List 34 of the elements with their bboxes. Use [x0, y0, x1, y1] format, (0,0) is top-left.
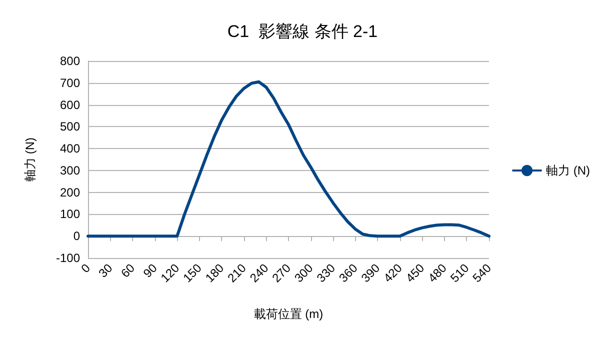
x-tick-label: 60	[118, 260, 138, 280]
y-tick-label: 300	[60, 163, 80, 178]
y-tick-label: -100	[56, 251, 80, 265]
x-tick-label: 210	[224, 260, 250, 286]
x-tick-label: 330	[314, 260, 338, 286]
x-tick-label: 420	[380, 260, 406, 286]
x-tick-label: 0	[78, 260, 94, 276]
y-tick-label: 100	[60, 207, 80, 222]
x-tick-label: 480	[425, 260, 450, 286]
x-tick-label: 300	[292, 260, 316, 286]
x-axis-title: 載荷位置 (m)	[254, 307, 324, 321]
y-tick-label: 800	[60, 54, 80, 68]
x-tick-label: 90	[140, 260, 160, 280]
x-tick-label: 510	[448, 260, 472, 286]
y-tick-label: 0	[73, 229, 80, 244]
x-tick-label: 270	[269, 260, 294, 286]
y-tick-label: 400	[60, 142, 80, 156]
x-tick-label: 240	[247, 260, 272, 286]
x-tick-label: 360	[336, 260, 361, 286]
x-tick-label: 30	[96, 260, 116, 280]
x-tick-label: 180	[202, 260, 227, 286]
chart-title: C1 影響線 条件 2-1	[227, 22, 378, 41]
line-series	[86, 80, 490, 238]
y-tick-label: 600	[60, 98, 80, 112]
y-tick-label: 700	[60, 76, 80, 90]
y-tick-label: 500	[60, 120, 80, 134]
y-tick-label: 200	[60, 185, 80, 200]
x-tick-label: 120	[158, 260, 182, 286]
x-tick-label: 540	[470, 260, 494, 286]
x-tick-label: 150	[180, 260, 205, 286]
x-tick-label: 450	[403, 260, 428, 286]
legend-label: 軸力 (N)	[546, 164, 590, 178]
y-axis-title: 軸力 (N)	[23, 138, 37, 182]
x-tick-label: 390	[358, 260, 383, 286]
